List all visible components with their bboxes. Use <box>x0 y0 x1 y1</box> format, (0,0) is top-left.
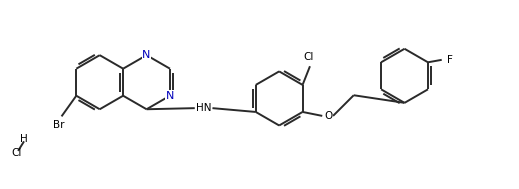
Text: H: H <box>20 134 28 144</box>
Text: HN: HN <box>196 103 211 113</box>
Text: Cl: Cl <box>304 52 314 62</box>
Text: O: O <box>324 111 332 121</box>
Text: Cl: Cl <box>11 149 21 159</box>
Text: N: N <box>142 50 151 60</box>
Text: F: F <box>447 55 453 65</box>
Text: N: N <box>166 91 174 101</box>
Text: Br: Br <box>53 120 65 130</box>
